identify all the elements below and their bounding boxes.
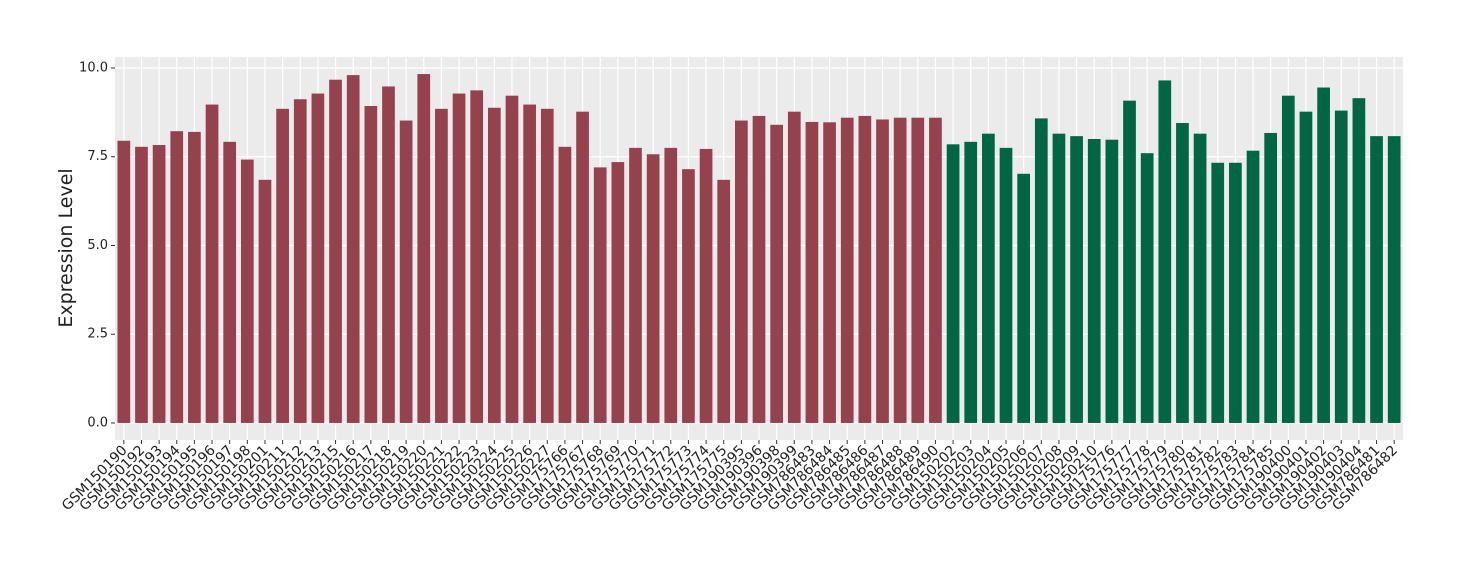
bar	[1352, 98, 1366, 423]
bar	[223, 141, 237, 423]
bar	[293, 99, 307, 423]
bar	[558, 146, 572, 423]
bar	[717, 179, 731, 423]
bar	[593, 167, 607, 423]
bar	[840, 117, 854, 423]
bar	[1264, 132, 1278, 423]
y-tick-label: 5.0	[87, 238, 108, 253]
bar	[240, 159, 254, 423]
bar	[611, 162, 625, 423]
bar	[258, 179, 272, 423]
bar	[752, 115, 766, 423]
bar	[1370, 136, 1383, 423]
bar	[664, 147, 678, 423]
bar	[435, 108, 448, 423]
bar	[1105, 139, 1119, 423]
bar	[1070, 136, 1083, 423]
y-tick-label: 2.5	[87, 327, 108, 342]
bar	[1246, 150, 1260, 423]
bar	[1317, 87, 1330, 423]
bar	[893, 117, 907, 423]
bar	[823, 122, 836, 423]
bar	[1140, 153, 1154, 423]
bar	[1158, 80, 1172, 423]
bar	[1299, 111, 1313, 423]
bar	[1017, 173, 1031, 423]
bar	[646, 154, 660, 423]
bar	[858, 115, 872, 423]
bar	[1334, 110, 1348, 423]
bar	[576, 111, 589, 423]
bar	[311, 93, 325, 423]
bar	[276, 108, 289, 423]
bar	[682, 169, 695, 423]
bar	[364, 105, 378, 423]
bar	[135, 146, 148, 423]
bar	[770, 124, 783, 423]
bar	[964, 141, 978, 423]
bar	[152, 145, 166, 423]
bar	[699, 148, 713, 423]
bar	[329, 79, 342, 423]
bar	[1052, 133, 1066, 423]
bar	[1176, 123, 1189, 423]
bar	[170, 131, 184, 423]
bar	[629, 147, 642, 423]
bar	[470, 90, 484, 423]
bar	[188, 131, 201, 423]
bar	[1034, 118, 1048, 423]
bar	[523, 104, 536, 423]
bar	[205, 104, 219, 423]
y-axis-label: Expression Level	[55, 168, 77, 327]
bar	[1211, 162, 1225, 423]
bar	[382, 86, 395, 423]
bar	[1229, 162, 1242, 423]
bar	[417, 74, 431, 423]
bar	[876, 119, 889, 423]
bar	[929, 117, 942, 423]
bar	[1123, 100, 1136, 423]
bar	[787, 111, 801, 423]
bar	[487, 107, 501, 423]
bar	[911, 117, 925, 423]
bar	[946, 144, 960, 423]
bar	[346, 75, 360, 423]
bar	[505, 95, 519, 423]
bar	[1193, 133, 1207, 423]
bar	[399, 120, 413, 423]
bar	[452, 93, 466, 423]
bar	[1387, 136, 1401, 423]
bar	[999, 147, 1013, 423]
bar	[735, 120, 748, 423]
y-tick-label: 0.0	[87, 415, 108, 430]
bar	[117, 140, 131, 423]
bar	[805, 121, 819, 423]
bar	[1281, 95, 1295, 423]
bar	[982, 133, 995, 423]
bar	[540, 108, 554, 423]
bar	[1087, 138, 1101, 423]
y-tick-label: 7.5	[87, 149, 108, 164]
y-tick-label: 10.0	[79, 61, 108, 76]
